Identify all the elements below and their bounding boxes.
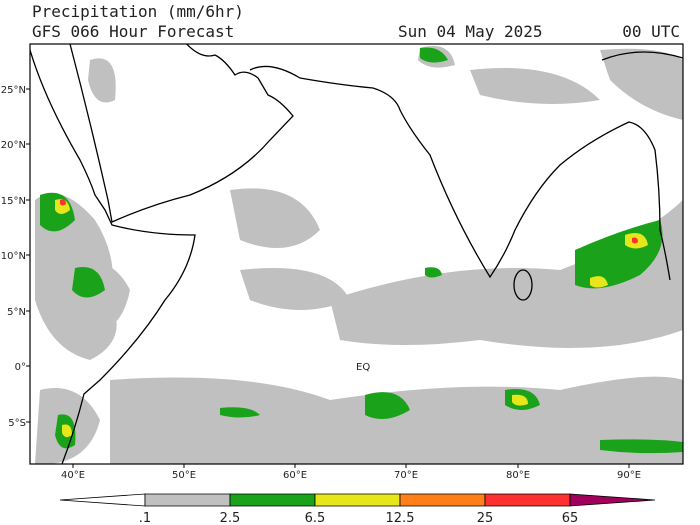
map-frame [29,43,684,465]
colorbar-segment [59,493,146,507]
lat-label: 5°S [8,418,26,429]
colorbar-label: .1 [139,511,151,525]
colorbar-segment [144,493,231,507]
date: Sun 04 May 2025 [398,22,543,41]
lat-label: 20°N [1,140,26,151]
coastlines [30,44,683,464]
lon-label: 90°E [617,470,641,481]
title: Precipitation (mm/6hr) [32,2,244,21]
colorbar-label: 2.5 [220,511,241,525]
colorbar-label: 25 [477,511,494,525]
lon-label: 80°E [506,470,530,481]
colorbar-segment [229,493,316,507]
lat-label: 25°N [1,85,26,96]
colorbar-segment [399,493,486,507]
colorbar-segment [569,493,656,507]
colorbar-label: 12.5 [386,511,415,525]
lat-label: 5°N [7,307,26,318]
lat-label: 0° [15,362,26,373]
colorbar-label: 6.5 [305,511,326,525]
precip-field [35,46,683,464]
equator-label: EQ [356,362,370,373]
lon-label: 70°E [394,470,418,481]
colorbar-segment [314,493,401,507]
lon-label: 60°E [283,470,307,481]
subtitle: GFS 066 Hour Forecast [32,22,234,41]
lat-label: 15°N [1,196,26,207]
map [29,43,684,465]
time: 00 UTC [622,22,680,41]
lon-label: 40°E [61,470,85,481]
lon-label: 50°E [172,470,196,481]
colorbar-label: 65 [562,511,579,525]
lat-label: 10°N [1,251,26,262]
colorbar-segment [484,493,571,507]
